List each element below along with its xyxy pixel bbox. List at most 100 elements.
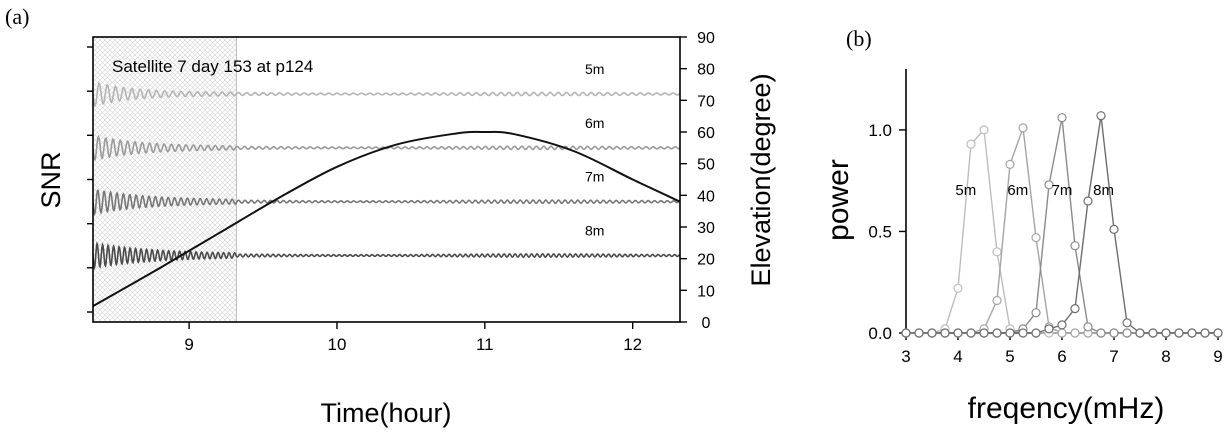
spectrum-point-8m	[953, 328, 963, 338]
spectrum-point-8m	[979, 328, 989, 338]
spectrum-point-8m	[1044, 324, 1054, 334]
spectrum-point-7m	[1031, 308, 1041, 318]
spectrum-point-5m	[979, 125, 989, 135]
right-y-tick-label: 30	[697, 220, 715, 237]
spectrum-point-7m	[1122, 328, 1132, 338]
snr-series-6m	[93, 134, 680, 161]
spectrum-point-6m	[992, 295, 1002, 306]
spectrum-point-8m	[992, 328, 1002, 338]
spectrum-point-8m	[1031, 328, 1041, 338]
x-axis-a: 9 10 11 12	[184, 322, 642, 354]
spectrum-point-6m	[1070, 328, 1080, 338]
spectrum-point-5m	[966, 139, 976, 149]
series-labels-a: 5m 6m 7m 8m	[585, 61, 604, 239]
spectrum-point-8m	[1005, 328, 1015, 338]
spectrum-point-7m	[1057, 113, 1067, 123]
spectrum-point-8m	[914, 328, 924, 338]
x-tick-label-b: 8	[1161, 347, 1170, 366]
right-y-tick-label: 50	[697, 157, 715, 174]
spectrum-point-8m	[940, 328, 950, 338]
series-label-a-6m: 6m	[585, 115, 604, 131]
x-tick-label-a: 12	[623, 335, 642, 354]
spectrum-point-8m	[1161, 328, 1171, 338]
spectrum-point-6m	[1018, 123, 1028, 133]
y-axis-b: 0.0 0.5 1.0	[868, 121, 906, 343]
panel-a-label: (a)	[5, 4, 29, 29]
snr-series-5m	[93, 81, 680, 108]
spectrum-line-8m	[906, 115, 1218, 334]
spectrum-point-8m	[966, 328, 976, 338]
series-label-a-5m: 5m	[585, 61, 604, 77]
spectrum-point-8m	[1018, 328, 1028, 338]
spectrum-point-8m	[1057, 320, 1067, 330]
right-y-axis-a: 0 10 20 30 40 50 60 70 80 90	[680, 30, 715, 332]
series-label-b-6m: 6m	[1007, 182, 1028, 199]
snr-series-8m	[93, 241, 680, 270]
right-y-tick-label: 40	[697, 188, 715, 205]
x-tick-label-a: 10	[328, 335, 347, 354]
x-axis-label-b: freqency(mHz)	[968, 392, 1165, 425]
spectrum-point-8m	[901, 328, 911, 338]
shaded-region	[93, 37, 237, 322]
spectrum-point-8m	[1148, 328, 1158, 338]
spectrum-point-8m	[1096, 111, 1106, 121]
spectrum-point-8m	[1135, 328, 1145, 338]
spectrum-point-8m	[1083, 196, 1093, 206]
left-y-axis-a	[87, 46, 93, 313]
x-tick-label-a: 9	[184, 335, 193, 354]
spectrum-point-8m	[1187, 328, 1197, 338]
x-tick-label-b: 7	[1109, 347, 1118, 366]
y-tick-label-b: 0.0	[868, 324, 892, 343]
spectrum-point-6m	[1031, 233, 1041, 243]
elevation-curve	[92, 130, 681, 308]
right-y-tick-label: 20	[697, 252, 715, 269]
x-tick-label-b: 3	[901, 347, 910, 366]
y-axis-label-left: SNR	[36, 151, 66, 208]
right-y-tick-label: 70	[697, 93, 715, 110]
spectrum-line-7m	[906, 117, 1218, 334]
spectrum-point-7m	[1109, 328, 1119, 338]
right-y-tick-label: 90	[697, 30, 715, 47]
snr-series-group	[93, 81, 680, 270]
panel-a: (a) 9 10 11 12 0 10 20 30 40 50 60 70 80 90 5m 6m 7m 8m…	[5, 4, 776, 428]
spectrum-point-7m	[1096, 328, 1106, 338]
y-axis-label-b: power	[822, 159, 855, 241]
y-axis-label-right: Elevation(degree)	[746, 73, 776, 286]
spectrum-point-8m	[927, 328, 937, 338]
x-tick-label-b: 4	[953, 347, 962, 366]
spectrum-line-5m	[906, 128, 1218, 334]
series-labels-b: 5m 6m 7m 8m	[955, 182, 1114, 199]
spectrum-point-6m	[1005, 159, 1015, 169]
spectrum-point-7m	[1070, 241, 1080, 251]
spectrum-point-8m	[1070, 304, 1080, 314]
y-tick-label-b: 0.5	[868, 222, 892, 241]
spectrum-point-8m	[1213, 328, 1223, 338]
snr-series-7m	[93, 189, 680, 217]
y-tick-label-b: 1.0	[868, 121, 892, 140]
series-label-a-8m: 8m	[585, 223, 604, 239]
spectrum-point-8m	[1122, 318, 1132, 328]
right-y-tick-label: 80	[697, 62, 715, 79]
x-tick-label-b: 9	[1213, 347, 1222, 366]
x-tick-label-a: 11	[476, 335, 494, 354]
right-y-tick-label: 10	[697, 283, 715, 300]
series-label-b-7m: 7m	[1052, 182, 1073, 199]
spectrum-point-7m	[1044, 180, 1054, 190]
spectrum-point-8m	[1174, 328, 1184, 338]
x-tick-label-b: 5	[1005, 347, 1014, 366]
spectrum-series-group	[901, 111, 1223, 338]
panel-b: (b) 3 4 5 6 7 8 9 0.0 0.5 1.0 5m 6m 7m 8m freqency(…	[822, 26, 1223, 425]
spectrum-point-6m	[1057, 328, 1067, 338]
spectrum-point-8m	[1200, 328, 1210, 338]
spectrum-line-6m	[906, 127, 1218, 334]
spectrum-point-7m	[1083, 322, 1093, 332]
series-label-a-7m: 7m	[585, 169, 604, 185]
right-y-tick-label: 60	[697, 125, 715, 142]
spectrum-point-5m	[992, 247, 1002, 257]
series-label-b-5m: 5m	[955, 182, 976, 199]
annotation-text: Satellite 7 day 153 at p124	[112, 57, 313, 76]
x-axis-b: 3 4 5 6 7 8 9	[901, 333, 1223, 366]
spectrum-point-5m	[953, 283, 963, 293]
x-axis-label-a: Time(hour)	[320, 398, 451, 428]
